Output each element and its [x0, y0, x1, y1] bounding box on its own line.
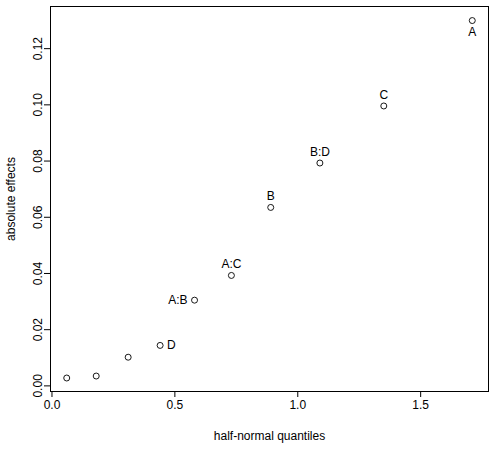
svg-text:1.0: 1.0	[289, 398, 306, 412]
svg-text:A: A	[468, 25, 476, 39]
svg-text:0.08: 0.08	[31, 149, 45, 173]
svg-text:0.0: 0.0	[44, 398, 61, 412]
svg-text:0.00: 0.00	[31, 374, 45, 398]
svg-text:0.10: 0.10	[31, 93, 45, 117]
svg-text:half-normal quantiles: half-normal quantiles	[214, 429, 325, 443]
svg-text:0.12: 0.12	[31, 37, 45, 61]
svg-text:A:B: A:B	[168, 293, 187, 307]
svg-text:D: D	[167, 338, 176, 352]
svg-text:A:C: A:C	[221, 257, 241, 271]
svg-text:0.06: 0.06	[31, 205, 45, 229]
svg-text:0.04: 0.04	[31, 261, 45, 285]
svg-text:B:D: B:D	[310, 145, 330, 159]
svg-text:0.02: 0.02	[31, 318, 45, 342]
svg-text:1.5: 1.5	[412, 398, 429, 412]
svg-text:absolute effects: absolute effects	[4, 157, 18, 241]
svg-text:0.5: 0.5	[167, 398, 184, 412]
svg-text:B: B	[267, 189, 275, 203]
svg-text:C: C	[379, 88, 388, 102]
